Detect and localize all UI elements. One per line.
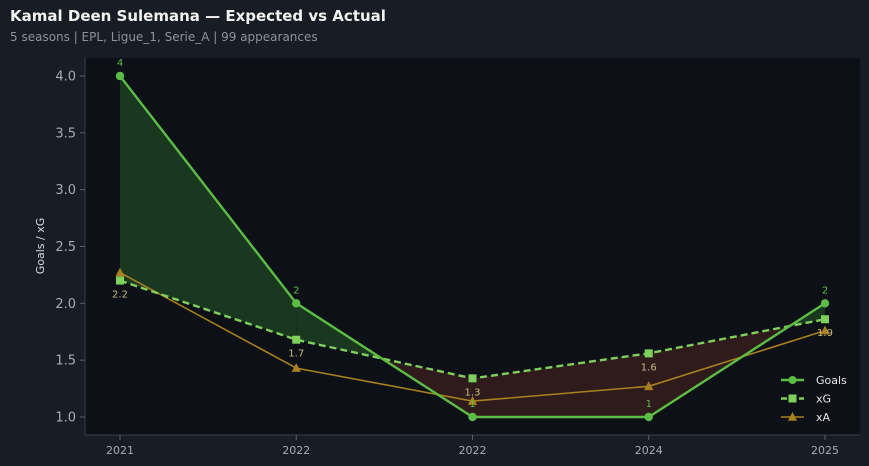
fill-under-expected <box>472 353 649 417</box>
y-tick-label: 3.5 <box>55 126 76 141</box>
y-tick-label: 4.0 <box>55 70 76 85</box>
y-tick-label: 2.0 <box>55 297 76 312</box>
goals-data-label: 1 <box>469 399 475 410</box>
data-point-xa <box>467 396 478 405</box>
legend-marker-xa <box>787 412 798 421</box>
data-point-xg <box>116 276 124 285</box>
data-labels: 4 2 1 1 2 2.2 1.7 1.3 1.6 1.9 <box>112 58 833 410</box>
goals-data-label: 1 <box>646 399 652 410</box>
xg-data-label: 1.7 <box>288 349 304 360</box>
data-point-xg <box>468 374 477 383</box>
data-point-xg <box>644 349 653 358</box>
y-tick-label: 1.5 <box>55 354 76 369</box>
legend-label-xg: xG <box>816 393 831 406</box>
x-tick-label: 2024 <box>635 444 663 457</box>
data-point-xa <box>820 325 830 335</box>
xg-data-label: 1.3 <box>465 387 481 398</box>
fill-over-expected <box>120 76 297 340</box>
x-ticks: 2021 2022 2022 2024 2025 <box>106 435 839 457</box>
chart-subtitle: 5 seasons | EPL, Ligue_1, Serie_A | 99 a… <box>10 30 318 44</box>
y-tick-label: 3.0 <box>55 183 76 198</box>
y-tick-label: 2.5 <box>55 240 76 255</box>
xg-data-label: 1.6 <box>641 362 657 373</box>
data-point-goals <box>468 412 477 422</box>
y-ticks: 1.0 1.5 2.0 2.5 3.0 3.5 4.0 <box>55 70 85 426</box>
goals-data-label: 2 <box>293 285 299 296</box>
y-axis-label: Goals / xG <box>34 218 47 275</box>
chart-header: Kamal Deen Sulemana — Expected vs Actual… <box>0 0 869 58</box>
legend-marker-xg <box>788 394 797 403</box>
series-group <box>115 71 830 422</box>
data-point-xa <box>291 363 301 372</box>
data-point-goals <box>820 299 830 308</box>
y-tick-label: 1.0 <box>55 411 76 426</box>
data-point-goals <box>644 412 653 422</box>
xg-data-label: 1.9 <box>817 328 833 339</box>
legend: Goals xG xA <box>781 374 847 424</box>
xg-data-label: 2.2 <box>112 290 128 301</box>
x-tick-label: 2022 <box>459 444 487 457</box>
data-point-xa <box>644 381 654 391</box>
data-point-goals <box>115 71 125 81</box>
data-point-xg <box>292 335 301 344</box>
goals-data-label: 4 <box>117 58 123 69</box>
legend-label-goals: Goals <box>816 374 847 387</box>
data-point-xg <box>821 315 829 324</box>
data-point-xa <box>115 267 125 277</box>
goals-data-label: 2 <box>822 285 828 296</box>
data-point-goals <box>292 299 301 308</box>
chart-title: Kamal Deen Sulemana — Expected vs Actual <box>10 7 386 25</box>
legend-label-xa: xA <box>816 411 831 424</box>
legend-marker-goals <box>788 376 797 384</box>
x-tick-label: 2021 <box>106 444 134 457</box>
x-tick-label: 2022 <box>282 444 310 457</box>
x-tick-label: 2025 <box>811 444 839 457</box>
